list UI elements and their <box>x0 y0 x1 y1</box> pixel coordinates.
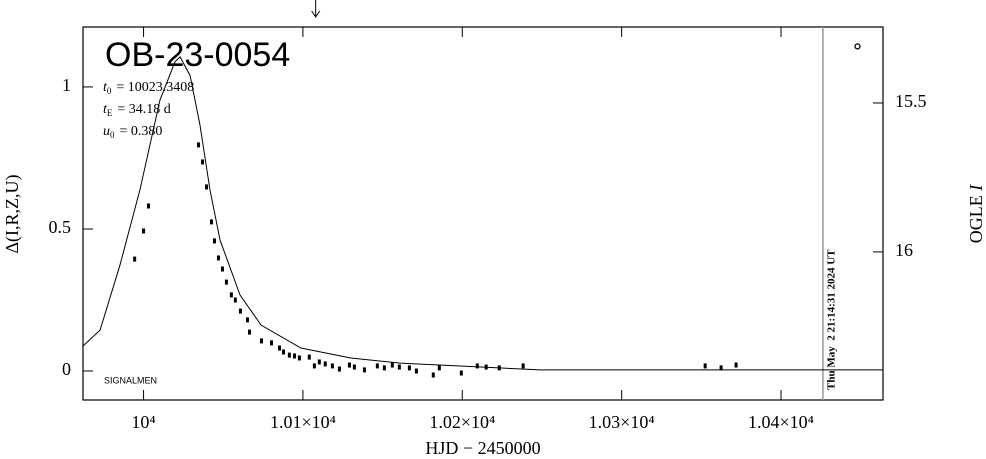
data-point <box>459 370 463 376</box>
data-point <box>209 219 213 225</box>
x-tick-label: 10⁴ <box>131 412 155 432</box>
data-point <box>312 363 316 369</box>
parameter-symbol: u <box>103 124 110 139</box>
data-point <box>281 349 285 355</box>
data-point <box>352 364 356 370</box>
data-point <box>734 362 738 368</box>
data-point <box>238 308 242 314</box>
data-point <box>229 292 233 298</box>
data-point <box>259 338 263 344</box>
data-point <box>323 361 327 367</box>
data-point <box>397 364 401 370</box>
data-point <box>431 372 435 378</box>
data-point <box>484 364 488 370</box>
y2-label-text: OGLE <box>966 191 986 244</box>
parameter: u0 = 0.380 <box>103 124 162 140</box>
y2-tick-label: 16 <box>895 240 913 260</box>
data-point <box>292 353 296 359</box>
data-point <box>220 266 224 272</box>
data-point <box>245 317 249 323</box>
plot-frame <box>82 26 884 401</box>
y2-axis-label: OGLE I <box>966 184 986 244</box>
data-point <box>521 363 525 369</box>
data-point <box>390 362 394 368</box>
data-point <box>197 142 201 148</box>
x-tick-label: 1.01×10⁴ <box>270 412 336 432</box>
y-tick-label: 0 <box>62 359 71 379</box>
data-point <box>347 362 351 368</box>
y-axis-label: Δ(I,R,Z,U) <box>2 174 23 253</box>
data-point <box>719 365 723 371</box>
parameter-subscript: 0 <box>107 86 112 96</box>
x-tick-label: 1.04×10⁴ <box>748 412 814 432</box>
data-point <box>248 329 252 335</box>
parameter-subscript: E <box>107 108 113 118</box>
data-point <box>270 340 274 346</box>
data-point <box>414 368 418 374</box>
data-point <box>205 184 209 190</box>
data-point <box>133 256 137 262</box>
y-tick-label: 1 <box>62 75 71 95</box>
model-curve <box>82 55 883 371</box>
data-point <box>407 365 411 371</box>
data-point <box>330 363 334 369</box>
y-tick-label: 0.5 <box>49 217 72 237</box>
data-point <box>362 367 366 373</box>
data-point <box>307 354 311 360</box>
parameter: t0 = 10023.3408 <box>103 80 194 96</box>
data-point <box>297 355 301 361</box>
y2-label-italic: I <box>966 184 986 192</box>
arrow <box>311 0 321 18</box>
data-point <box>146 203 150 209</box>
parameter: tE = 34.18 d <box>103 102 171 118</box>
x-axis-label: HJD − 2450000 <box>425 438 540 458</box>
data-point <box>703 363 707 369</box>
parameter-subscript: 0 <box>110 130 115 140</box>
data-point <box>287 352 291 358</box>
data-point <box>142 228 146 234</box>
parameter-symbol: t <box>103 80 108 95</box>
data-point <box>212 238 216 244</box>
data-point <box>337 366 341 372</box>
data-point <box>224 279 228 285</box>
data-point <box>317 359 321 365</box>
y2-tick-label: 15.5 <box>895 91 927 111</box>
x-tick-label: 1.02×10⁴ <box>429 412 495 432</box>
parameter-value: = 10023.3408 <box>116 80 194 95</box>
data-point <box>375 363 379 369</box>
data-point <box>382 365 386 371</box>
parameter-value: = 34.18 d <box>117 102 170 117</box>
footnote: SIGNALMEN <box>104 375 157 385</box>
now-label: Thu May 2 21:14:31 2024 UT <box>825 249 837 390</box>
parameter-value: = 0.380 <box>120 124 163 139</box>
parameter-symbol: t <box>103 102 108 117</box>
data-point <box>497 365 501 371</box>
data-point <box>216 255 220 261</box>
data-point <box>233 297 237 303</box>
data-point <box>277 345 281 351</box>
data-point <box>201 159 205 165</box>
data-point <box>475 363 479 369</box>
current-point <box>854 43 861 50</box>
data-point <box>437 365 441 371</box>
chart-title: OB-23-0054 <box>105 36 290 74</box>
x-tick-label: 1.03×10⁴ <box>589 412 655 432</box>
